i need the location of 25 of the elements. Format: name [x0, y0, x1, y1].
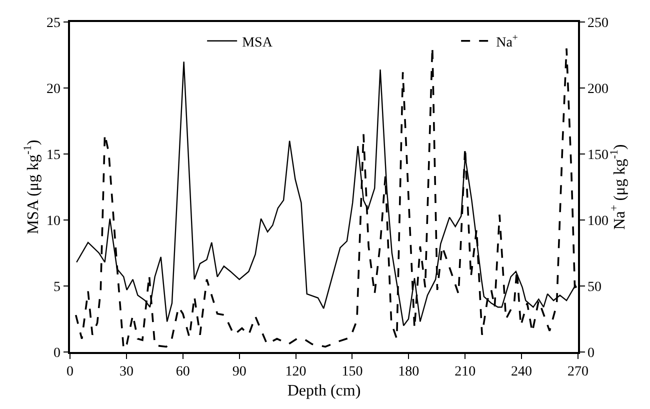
y-tick-label: 20: [46, 82, 60, 97]
x-tick-label: 210: [454, 364, 476, 380]
y2-tick-label: 250: [588, 16, 609, 31]
y-tick-label: 10: [46, 214, 60, 229]
x-tick-label: 240: [511, 364, 532, 380]
y2-tick-label: 200: [588, 82, 609, 97]
x-tick-label: 90: [232, 364, 246, 380]
x-tick-label: 150: [342, 364, 363, 380]
x-tick-label: 0: [66, 364, 74, 380]
y-tick-label: 25: [46, 16, 60, 31]
y-tick-label: 5: [53, 280, 60, 295]
x-tick-label: 30: [119, 364, 134, 380]
y2-tick-label: 100: [588, 214, 609, 229]
y2-tick-label: 50: [588, 280, 602, 295]
y2-tick-label: 0: [588, 346, 595, 361]
y-tick-label: 0: [53, 346, 60, 361]
x-axis-title: Depth (cm): [287, 382, 361, 400]
y-tick-label: 15: [46, 148, 60, 163]
x-tick-label: 180: [398, 364, 420, 380]
legend-label: Na$^{+}$: [496, 32, 518, 50]
x-tick-label: 120: [285, 364, 306, 380]
x-tick-label: 270: [568, 364, 588, 380]
x-tick-label: 60: [176, 364, 190, 380]
legend-label: MSA: [242, 35, 274, 50]
y2-tick-label: 150: [588, 148, 609, 163]
